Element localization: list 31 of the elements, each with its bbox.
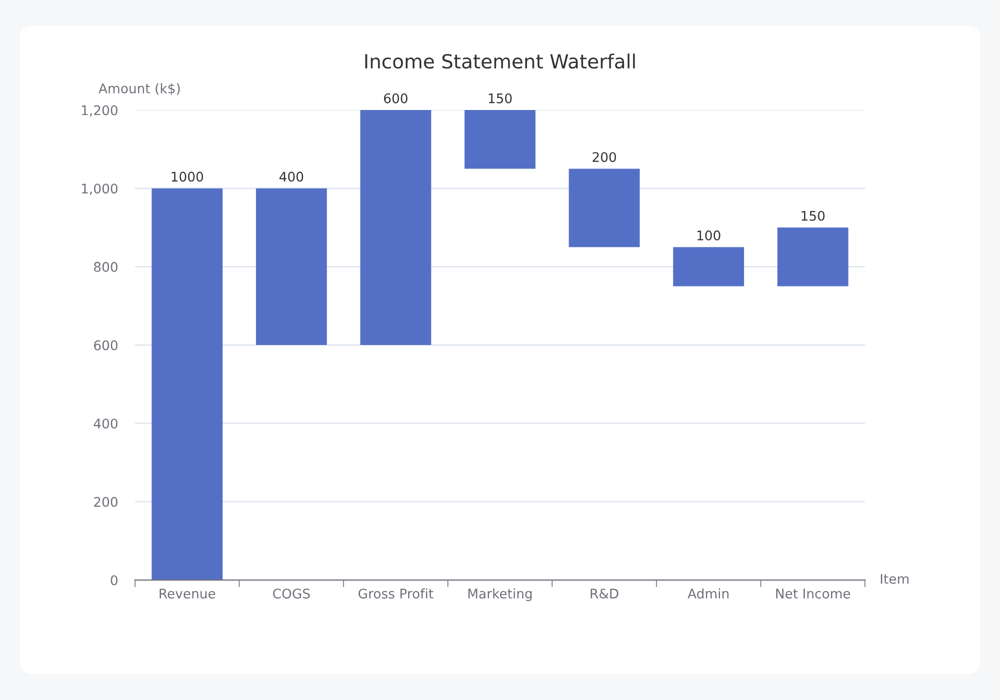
bar xyxy=(256,188,327,346)
y-tick-label: 1,000 xyxy=(82,184,118,195)
y-tick-label: 400 xyxy=(94,418,118,429)
y-tick-label: 800 xyxy=(94,262,118,272)
bar xyxy=(777,228,848,286)
bar xyxy=(568,168,640,248)
x-tick-label: COGS xyxy=(273,588,310,599)
x-tick-label: Revenue xyxy=(160,588,216,599)
bar xyxy=(360,110,432,346)
data-label: 600 xyxy=(384,93,408,104)
bar xyxy=(152,188,223,580)
x-tick-label: Marketing xyxy=(468,588,532,602)
x-tick-label: Admin xyxy=(688,588,728,599)
x-axis-title: Item xyxy=(880,574,909,584)
data-label: 400 xyxy=(279,172,304,182)
data-label: 100 xyxy=(697,230,720,240)
bar xyxy=(464,110,536,169)
data-label: 200 xyxy=(592,152,616,162)
y-tick-label: 200 xyxy=(94,496,118,507)
data-label: 150 xyxy=(488,93,512,104)
y-axis-title: Amount (k$) xyxy=(98,83,180,96)
y-tick-label: 600 xyxy=(94,340,118,350)
bar xyxy=(673,247,744,286)
x-tick-label: Net Income xyxy=(776,588,850,599)
chart-title: Income Statement Waterfall xyxy=(365,54,635,69)
x-tick-label: R&D xyxy=(590,588,618,599)
data-label: 150 xyxy=(802,210,825,221)
x-tick-label: Gross Profit xyxy=(358,588,434,599)
y-tick-label: 1,200 xyxy=(82,105,118,117)
data-label: 1000 xyxy=(172,172,204,182)
y-tick-label: 0 xyxy=(110,575,118,586)
